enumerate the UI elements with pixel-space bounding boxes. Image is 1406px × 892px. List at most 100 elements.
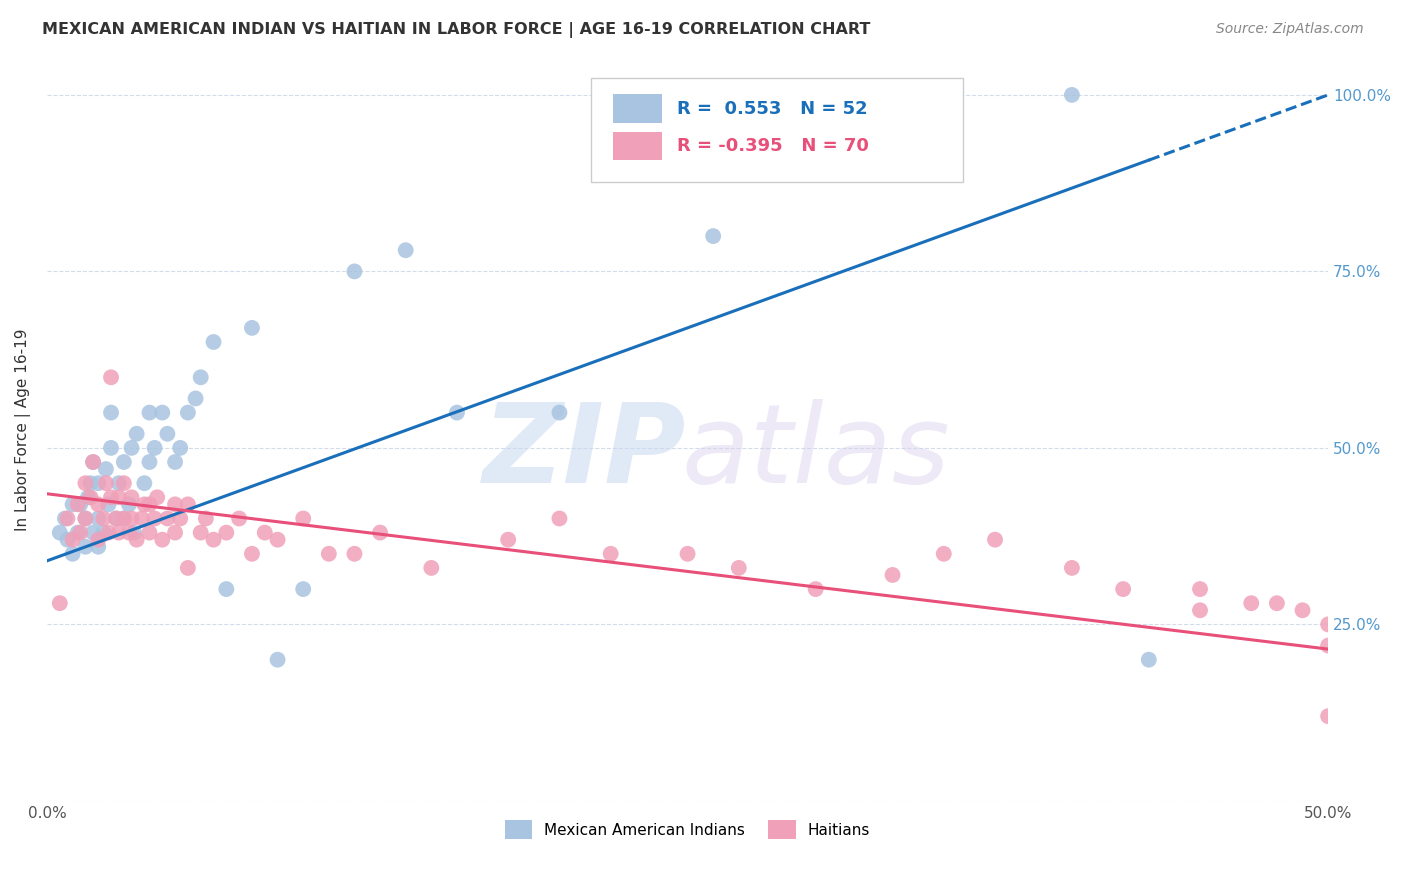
Point xyxy=(112,455,135,469)
FancyBboxPatch shape xyxy=(592,78,963,182)
Point xyxy=(1317,709,1340,723)
Point xyxy=(266,653,288,667)
Point xyxy=(177,406,200,420)
Point xyxy=(1240,596,1263,610)
Point xyxy=(62,533,84,547)
Point xyxy=(292,511,315,525)
Point xyxy=(121,511,143,525)
Point xyxy=(62,497,84,511)
Point xyxy=(105,511,128,525)
Point xyxy=(548,406,571,420)
Point xyxy=(100,370,122,384)
Point xyxy=(100,491,122,505)
Point xyxy=(1137,653,1160,667)
Point xyxy=(1112,582,1135,596)
Point xyxy=(49,596,72,610)
Point xyxy=(165,455,187,469)
Point xyxy=(82,525,104,540)
Point xyxy=(1317,639,1340,653)
Point xyxy=(240,547,263,561)
Point xyxy=(228,511,250,525)
Point xyxy=(105,511,128,525)
Point xyxy=(599,547,621,561)
Point xyxy=(150,406,173,420)
Point xyxy=(165,525,187,540)
Point xyxy=(156,426,179,441)
Point xyxy=(138,497,160,511)
Point xyxy=(93,525,115,540)
Point xyxy=(75,540,97,554)
Point xyxy=(82,455,104,469)
Point xyxy=(93,511,115,525)
Point xyxy=(150,533,173,547)
Text: ZIP: ZIP xyxy=(484,399,686,506)
Point xyxy=(125,426,148,441)
Y-axis label: In Labor Force | Age 16-19: In Labor Force | Age 16-19 xyxy=(15,329,31,532)
Point xyxy=(177,497,200,511)
Text: Source: ZipAtlas.com: Source: ZipAtlas.com xyxy=(1216,22,1364,37)
Point xyxy=(804,582,827,596)
Point xyxy=(69,497,91,511)
Point xyxy=(53,511,76,525)
Point xyxy=(134,476,156,491)
Point xyxy=(87,497,110,511)
Point xyxy=(1060,87,1083,102)
Point xyxy=(107,491,129,505)
Point xyxy=(87,540,110,554)
Point xyxy=(66,497,89,511)
Point xyxy=(112,511,135,525)
Point xyxy=(121,441,143,455)
Point xyxy=(143,511,166,525)
Point xyxy=(77,491,100,505)
Bar xyxy=(613,131,662,160)
Point xyxy=(87,533,110,547)
Point xyxy=(122,525,145,540)
Point xyxy=(107,476,129,491)
Point xyxy=(318,547,340,561)
Point xyxy=(1291,603,1313,617)
Point xyxy=(676,547,699,561)
Point xyxy=(146,491,169,505)
Point xyxy=(984,533,1007,547)
Point xyxy=(156,511,179,525)
Point xyxy=(79,491,101,505)
Point xyxy=(420,561,443,575)
Point xyxy=(548,511,571,525)
Point xyxy=(496,533,519,547)
Point xyxy=(138,406,160,420)
Text: atlas: atlas xyxy=(682,399,950,506)
Bar xyxy=(613,95,662,122)
Text: R =  0.553   N = 52: R = 0.553 N = 52 xyxy=(678,100,868,118)
Point xyxy=(56,533,79,547)
Point xyxy=(292,582,315,596)
Point xyxy=(266,533,288,547)
Text: MEXICAN AMERICAN INDIAN VS HAITIAN IN LABOR FORCE | AGE 16-19 CORRELATION CHART: MEXICAN AMERICAN INDIAN VS HAITIAN IN LA… xyxy=(42,22,870,38)
Point xyxy=(75,511,97,525)
Point xyxy=(215,582,238,596)
Point xyxy=(118,525,141,540)
Point xyxy=(395,244,418,258)
Point xyxy=(75,511,97,525)
Point xyxy=(112,476,135,491)
Point xyxy=(118,497,141,511)
Point xyxy=(87,476,110,491)
Point xyxy=(240,321,263,335)
Point xyxy=(343,264,366,278)
Point xyxy=(215,525,238,540)
Point xyxy=(131,511,153,525)
Point xyxy=(125,533,148,547)
Point xyxy=(112,511,135,525)
Point xyxy=(446,406,468,420)
Point xyxy=(94,476,117,491)
Point xyxy=(882,568,904,582)
Point xyxy=(94,462,117,476)
Point xyxy=(184,392,207,406)
Text: R = -0.395   N = 70: R = -0.395 N = 70 xyxy=(678,136,869,154)
Point xyxy=(932,547,955,561)
Point xyxy=(107,525,129,540)
Point xyxy=(138,455,160,469)
Point xyxy=(134,497,156,511)
Point xyxy=(190,525,212,540)
Point xyxy=(97,497,120,511)
Point xyxy=(202,334,225,349)
